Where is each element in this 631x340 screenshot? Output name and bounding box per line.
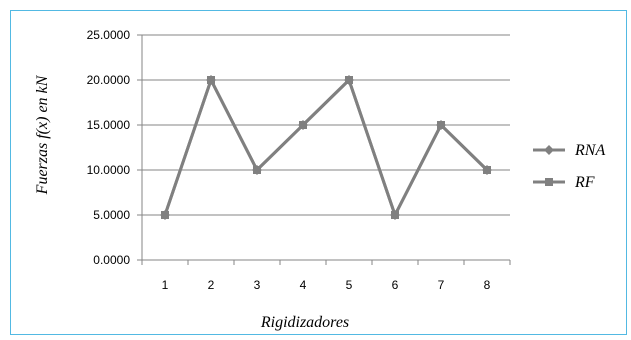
data-point-rna — [390, 210, 400, 220]
x-tick-labels: 1 2 3 4 5 6 7 8 — [162, 278, 491, 292]
legend-label: RF — [574, 174, 595, 191]
x-tick-label: 3 — [254, 278, 261, 292]
x-tick-label: 1 — [162, 278, 169, 292]
y-axis-title: Fuerzas f(x) en kN — [34, 74, 51, 195]
legend-marker — [545, 178, 553, 186]
x-tick-label: 8 — [484, 278, 491, 292]
chart-frame — [10, 10, 627, 335]
series-rna — [160, 75, 492, 220]
data-point-rna — [252, 165, 262, 175]
x-tick-label: 7 — [438, 278, 445, 292]
legend-label: RNA — [574, 142, 605, 159]
legend: RNA RF — [533, 142, 605, 191]
series-line-rf — [163, 76, 489, 219]
data-point-rna — [344, 75, 354, 85]
data-point-rna — [298, 120, 308, 130]
legend-marker — [544, 145, 554, 155]
series-line-rna — [163, 76, 489, 219]
x-tick-label: 5 — [346, 278, 353, 292]
data-point-rna — [206, 75, 216, 85]
x-tick-label: 4 — [300, 278, 307, 292]
gridlines — [142, 34, 510, 216]
y-tick-labels: 0.0000 5.0000 10.0000 15.0000 20.0000 25.0000 — [87, 28, 131, 267]
series-layer — [160, 75, 492, 220]
y-tick-label: 0.0000 — [93, 253, 130, 267]
series-rf — [161, 76, 491, 219]
legend-item-rna: RNA — [533, 142, 605, 159]
x-tick-label: 2 — [208, 278, 215, 292]
y-tick-label: 15.0000 — [87, 118, 131, 132]
x-axis-title: Rigidizadores — [260, 314, 349, 331]
data-point-rna — [436, 120, 446, 130]
data-point-rna — [482, 165, 492, 175]
y-tick-label: 10.0000 — [87, 163, 131, 177]
x-tick-label: 6 — [392, 278, 399, 292]
y-tick-label: 25.0000 — [87, 28, 131, 42]
axes — [137, 34, 511, 265]
data-point-rna — [160, 210, 170, 220]
y-tick-label: 20.0000 — [87, 73, 131, 87]
legend-item-rf: RF — [533, 174, 595, 191]
y-tick-label: 5.0000 — [93, 208, 130, 222]
